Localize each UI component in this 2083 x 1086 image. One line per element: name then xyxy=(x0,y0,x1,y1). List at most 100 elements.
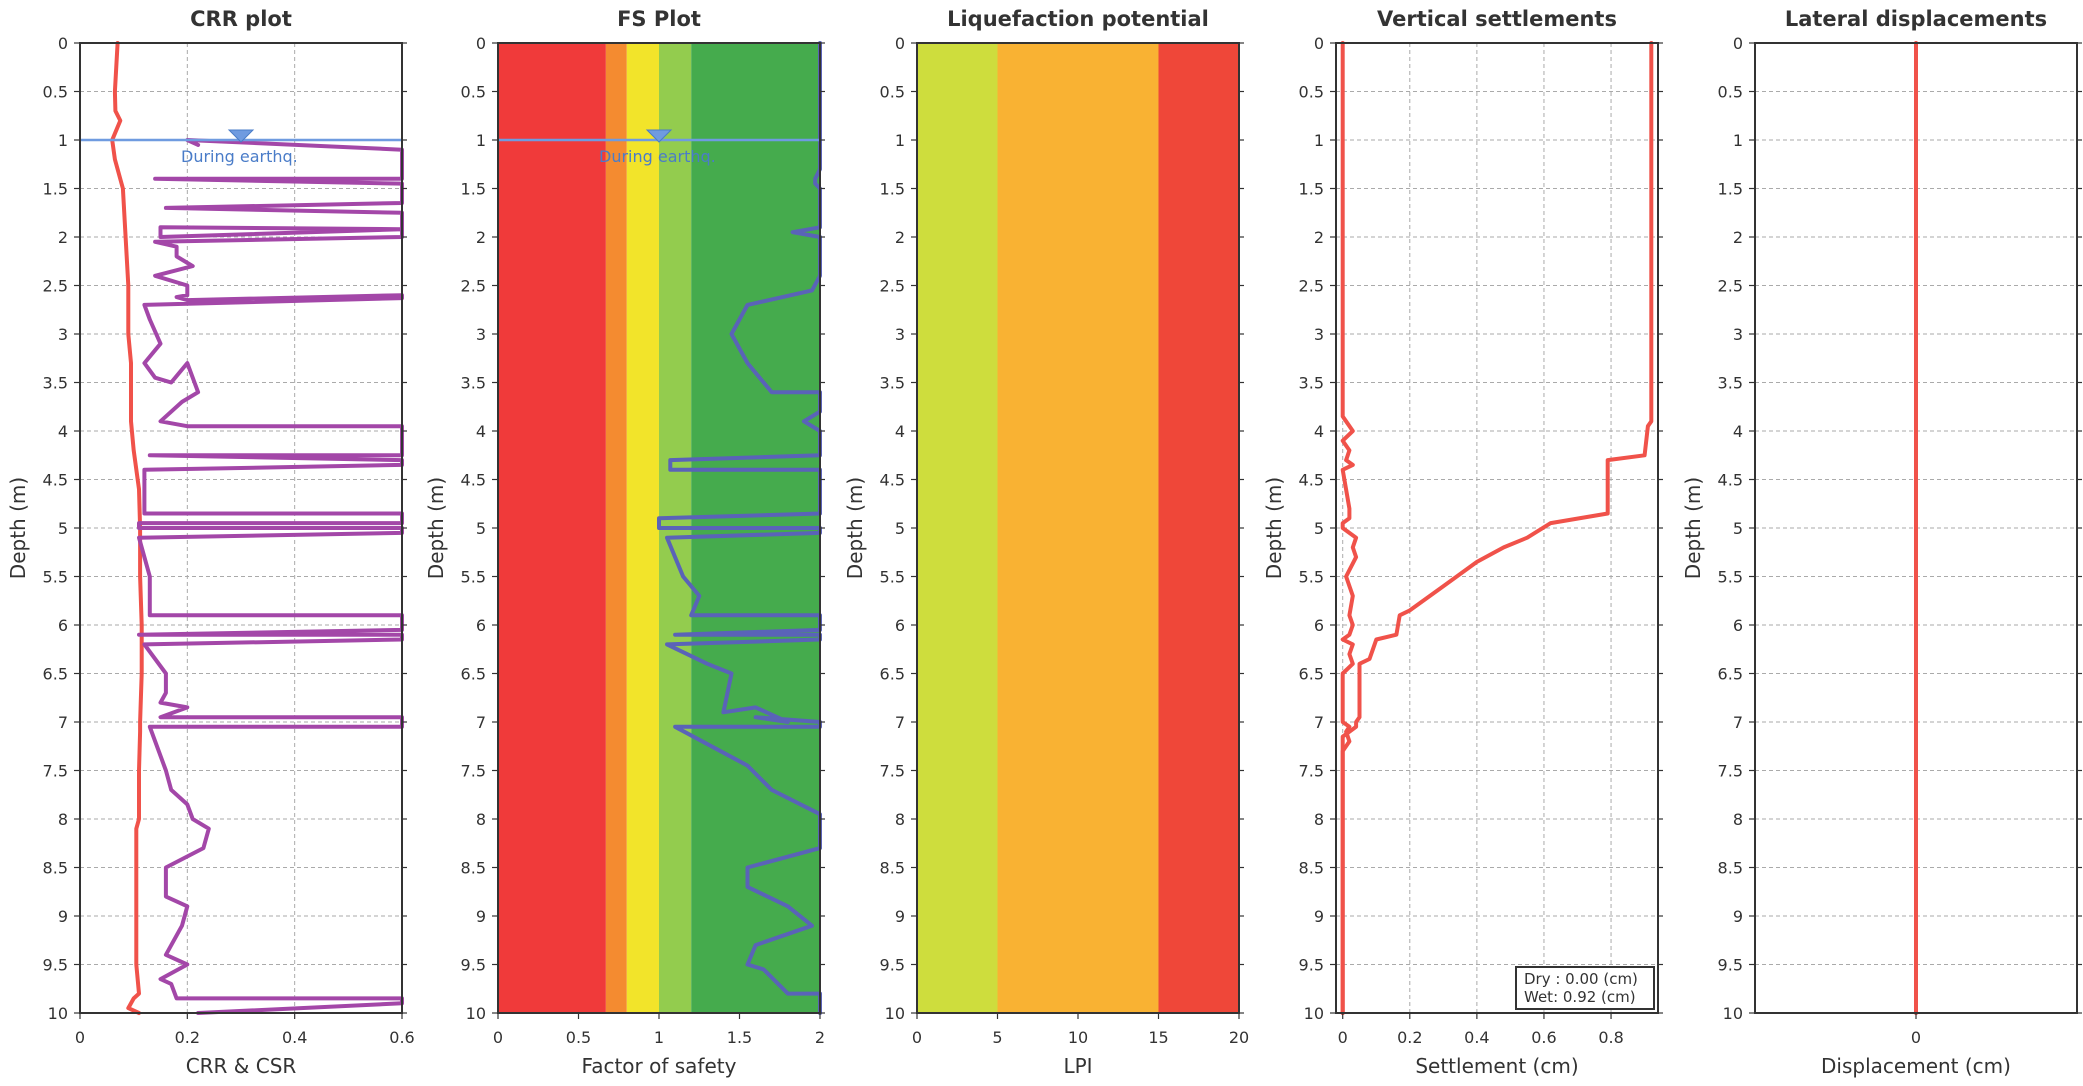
water-table-marker-icon xyxy=(645,129,673,143)
y-tick-label: 6 xyxy=(895,616,905,635)
y-tick-label: 3.5 xyxy=(880,374,905,393)
y-tick-label: 3.5 xyxy=(461,374,486,393)
safety-band-3 xyxy=(626,43,659,1013)
y-tick-label: 7.5 xyxy=(880,762,905,781)
y-tick-label: 4 xyxy=(58,422,68,441)
x-tick-label: 0.8 xyxy=(1598,1028,1623,1047)
y-tick-label: 9 xyxy=(1314,907,1324,926)
y-tick-label: 1.5 xyxy=(1718,180,1743,199)
y-tick-label: 6.5 xyxy=(1299,665,1324,684)
y-axis-label: Depth (m) xyxy=(1262,477,1286,579)
y-tick-label: 5.5 xyxy=(1299,568,1324,587)
y-tick-label: 3.5 xyxy=(1299,374,1324,393)
panel-5: 0 0.5 1 1.5 2 2.5 3 3.5 4 4.5 5 5.5 6 6.5 7 7.5 8 8.5 9 9.5… xyxy=(1681,7,2082,1078)
y-tick-label: 2.5 xyxy=(1718,277,1743,296)
x-tick-label: 15 xyxy=(1148,1028,1168,1047)
safety-band-3 xyxy=(1158,43,1239,1013)
y-tick-label: 8 xyxy=(58,810,68,829)
y-tick-label: 8.5 xyxy=(43,859,68,878)
y-tick-label: 7.5 xyxy=(461,762,486,781)
y-tick-label: 8 xyxy=(1733,810,1743,829)
y-tick-label: 2 xyxy=(1733,228,1743,247)
y-tick-label: 1 xyxy=(1314,131,1324,150)
legend-line-1: Dry : 0.00 (cm) xyxy=(1524,970,1638,988)
y-tick-label: 8 xyxy=(895,810,905,829)
y-tick-label: 0 xyxy=(1733,34,1743,53)
y-tick-label: 0.5 xyxy=(1299,83,1324,102)
x-tick-label: 0.4 xyxy=(1464,1028,1489,1047)
y-tick-label: 0 xyxy=(58,34,68,53)
x-axis-label: LPI xyxy=(1063,1054,1092,1078)
chart-title: CRR plot xyxy=(190,7,292,31)
y-tick-label: 5 xyxy=(476,519,486,538)
y-tick-label: 4.5 xyxy=(880,471,905,490)
y-tick-label: 8.5 xyxy=(1718,859,1743,878)
safety-band-1 xyxy=(498,43,606,1013)
y-tick-label: 4 xyxy=(895,422,905,441)
y-tick-label: 8 xyxy=(1314,810,1324,829)
y-tick-label: 9.5 xyxy=(461,956,486,975)
y-tick-label: 5.5 xyxy=(880,568,905,587)
y-tick-label: 7 xyxy=(895,713,905,732)
series-line-2 xyxy=(1340,41,1359,1015)
legend-box xyxy=(1515,966,1655,1010)
y-tick-label: 4 xyxy=(1733,422,1743,441)
y-tick-label: 7.5 xyxy=(43,762,68,781)
y-tick-label: 4 xyxy=(1314,422,1324,441)
y-tick-label: 9.5 xyxy=(1299,956,1324,975)
x-tick-label: 2 xyxy=(815,1028,825,1047)
x-tick-label: 10 xyxy=(1068,1028,1088,1047)
y-tick-label: 6 xyxy=(1733,616,1743,635)
y-axis-label: Depth (m) xyxy=(843,477,867,579)
x-tick-label: 0.2 xyxy=(1397,1028,1422,1047)
chart-title: FS Plot xyxy=(617,7,701,31)
y-tick-label: 2 xyxy=(895,228,905,247)
safety-band-2 xyxy=(997,43,1159,1013)
y-tick-label: 6.5 xyxy=(43,665,68,684)
x-tick-label: 0.5 xyxy=(566,1028,591,1047)
y-tick-label: 6 xyxy=(476,616,486,635)
y-tick-label: 8.5 xyxy=(880,859,905,878)
y-tick-label: 0 xyxy=(895,34,905,53)
x-tick-label: 20 xyxy=(1229,1028,1249,1047)
y-tick-label: 10 xyxy=(1723,1004,1743,1023)
x-axis-label: CRR & CSR xyxy=(186,1054,297,1078)
panel-1: During earthq. 0 0.5 1 1.5 2 2.5 3 3.5 4 4.5 5 5.5 6 6… xyxy=(6,7,415,1078)
y-axis-label: Depth (m) xyxy=(1681,477,1705,579)
y-tick-label: 5 xyxy=(58,519,68,538)
y-tick-label: 0.5 xyxy=(880,83,905,102)
series-line-1 xyxy=(1340,41,1654,1015)
y-tick-label: 5.5 xyxy=(461,568,486,587)
y-tick-label: 2 xyxy=(476,228,486,247)
y-tick-label: 0.5 xyxy=(43,83,68,102)
y-tick-label: 2 xyxy=(58,228,68,247)
y-tick-label: 5 xyxy=(1314,519,1324,538)
safety-band-2 xyxy=(605,43,627,1013)
settlement-legend: Dry : 0.00 (cm)Wet: 0.92 (cm) xyxy=(1515,966,1655,1010)
panel-4: 0 0.5 1 1.5 2 2.5 3 3.5 4 4.5 5 5.5 6 6.5 7 7.5 8 8.5 9 9.5… xyxy=(1262,7,1663,1078)
y-tick-label: 4.5 xyxy=(43,471,68,490)
y-tick-label: 10 xyxy=(885,1004,905,1023)
x-axis-label: Displacement (cm) xyxy=(1821,1054,2011,1078)
x-tick-label: 0 xyxy=(1338,1028,1348,1047)
y-tick-label: 9 xyxy=(476,907,486,926)
y-tick-label: 9.5 xyxy=(43,956,68,975)
y-tick-label: 5.5 xyxy=(1718,568,1743,587)
x-tick-label: 0 xyxy=(1911,1028,1921,1047)
y-tick-label: 7 xyxy=(1733,713,1743,732)
x-tick-label: 0.2 xyxy=(175,1028,200,1047)
y-tick-label: 4.5 xyxy=(1299,471,1324,490)
y-tick-label: 3.5 xyxy=(43,374,68,393)
y-tick-label: 7 xyxy=(58,713,68,732)
safety-band-1 xyxy=(917,43,998,1013)
y-tick-label: 10 xyxy=(1304,1004,1324,1023)
y-tick-label: 7.5 xyxy=(1718,762,1743,781)
y-tick-label: 2 xyxy=(1314,228,1324,247)
y-tick-label: 6.5 xyxy=(461,665,486,684)
y-tick-label: 7 xyxy=(1314,713,1324,732)
panel-2: During earthq. 0 0.5 1 1.5 2 2.5 3 3.5 4 4.5 5 5.5 6 6… xyxy=(424,7,825,1078)
y-tick-label: 9.5 xyxy=(1718,956,1743,975)
water-table-label: During earthq. xyxy=(181,147,298,166)
